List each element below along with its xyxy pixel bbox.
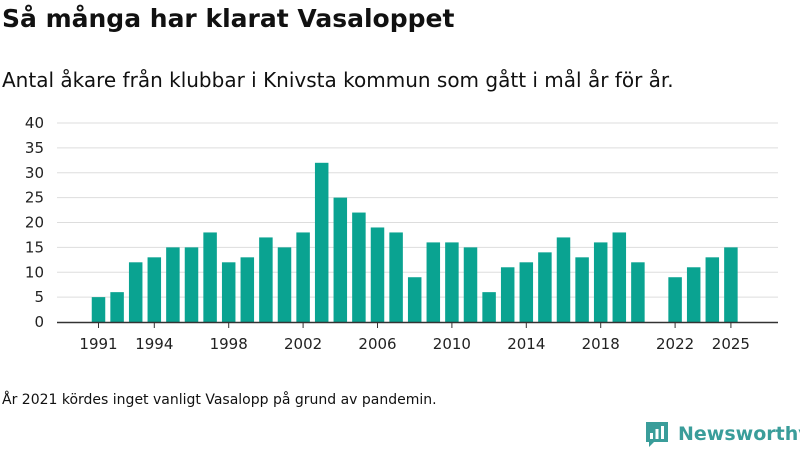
bar-2001[interactable]: 2001: 15 xyxy=(277,247,292,322)
bar-1997[interactable]: 1997: 18 xyxy=(203,232,217,322)
x-tick-label: 2002 xyxy=(284,335,322,353)
bar-2024[interactable]: 2024: 13 xyxy=(705,257,720,322)
y-tick-label: 20 xyxy=(25,214,44,232)
bar-2014[interactable]: 2014: 12 xyxy=(519,262,534,322)
x-tick-label: 1998 xyxy=(210,335,248,353)
x-axis-labels: 1991 1994 1998 2002 2006 2010 2014 2018 2022 2025 xyxy=(79,335,750,353)
bar-2013[interactable]: 2013: 11 xyxy=(500,267,515,322)
y-tick-label: 5 xyxy=(34,288,44,306)
bar-2023[interactable]: 2023: 11 xyxy=(686,267,701,322)
y-tick-label: 10 xyxy=(25,263,44,281)
chart-subtitle: Antal åkare från klubbar i Knivsta kommu… xyxy=(2,68,674,92)
bar-2012[interactable]: 2012: 6 xyxy=(482,292,496,322)
bar-2007[interactable]: 2007: 18 xyxy=(389,232,403,322)
x-tick-label: 1994 xyxy=(135,335,173,353)
y-tick-label: 25 xyxy=(25,189,44,207)
bar-2022[interactable]: 2022: 9 xyxy=(668,277,682,322)
x-axis xyxy=(57,321,778,328)
bar-2011[interactable]: 2011: 15 xyxy=(463,247,478,322)
footnote: År 2021 kördes inget vanligt Vasalopp på… xyxy=(2,392,437,408)
bar-2002[interactable]: 2002: 18 xyxy=(296,232,310,322)
x-tick-label: 1991 xyxy=(79,335,117,353)
bar-1993[interactable]: 1993: 12 xyxy=(128,262,143,322)
y-tick-label: 30 xyxy=(25,164,44,182)
bar-1995[interactable]: 1995: 15 xyxy=(166,247,180,322)
bar-2020[interactable]: 2020: 12 xyxy=(631,262,645,322)
x-tick-label: 2014 xyxy=(507,335,545,353)
grid-lines xyxy=(57,122,778,298)
brand-logo[interactable]: Newsworthy xyxy=(644,420,800,448)
bar-2005[interactable]: 2005: 22 xyxy=(352,212,366,322)
chart-title: Så många har klarat Vasaloppet xyxy=(2,4,455,33)
bar-1998[interactable]: 1998: 12 xyxy=(221,262,236,322)
y-tick-label: 35 xyxy=(25,139,44,157)
x-tick-label: 2018 xyxy=(582,335,620,353)
x-tick-label: 2010 xyxy=(433,335,471,353)
bar-1996[interactable]: 1996: 15 xyxy=(184,247,199,322)
bar-chart-logo-icon xyxy=(646,422,668,447)
bar-2025[interactable]: 2025: 15 xyxy=(724,247,738,322)
bar-2016[interactable]: 2016: 17 xyxy=(556,237,571,322)
y-tick-label: 40 xyxy=(25,114,44,132)
bar-2000[interactable]: 2000: 17 xyxy=(259,237,273,322)
bar-2010[interactable]: 2010: 16 xyxy=(445,242,459,322)
x-tick-label: 2025 xyxy=(712,335,750,353)
bar-2006[interactable]: 2006: 19 xyxy=(370,227,385,322)
bar-1991[interactable]: 1991: 5 xyxy=(91,297,106,322)
bar-1994[interactable]: 1994: 13 xyxy=(147,257,162,322)
bar-2008[interactable]: 2008: 9 xyxy=(407,277,422,322)
y-axis-labels: 0 5 10 15 20 25 30 35 40 xyxy=(25,114,44,331)
x-tick-label: 2022 xyxy=(656,335,694,353)
bar-2015[interactable]: 2015: 14 xyxy=(538,252,552,322)
bar-2004[interactable]: 2004: 25 xyxy=(333,197,348,322)
x-tick-label: 2006 xyxy=(358,335,396,353)
y-tick-label: 15 xyxy=(25,238,44,256)
bar-1992[interactable]: 1992: 6 xyxy=(110,292,124,322)
bars: 1991: 5 1992: 6 1993: 12 1994: 13 1995: 15 19… xyxy=(91,162,738,322)
bar-2019[interactable]: 2019: 18 xyxy=(612,232,627,322)
bar-1999[interactable]: 1999: 13 xyxy=(240,257,255,322)
bar-2009[interactable]: 2009: 16 xyxy=(426,242,441,322)
bar-2018[interactable]: 2018: 16 xyxy=(593,242,608,322)
bar-2003[interactable]: 2003: 32 xyxy=(314,162,329,322)
bar-2017[interactable]: 2017: 13 xyxy=(575,257,589,322)
y-tick-label: 0 xyxy=(34,313,44,331)
brand-name: Newsworthy xyxy=(678,423,800,445)
